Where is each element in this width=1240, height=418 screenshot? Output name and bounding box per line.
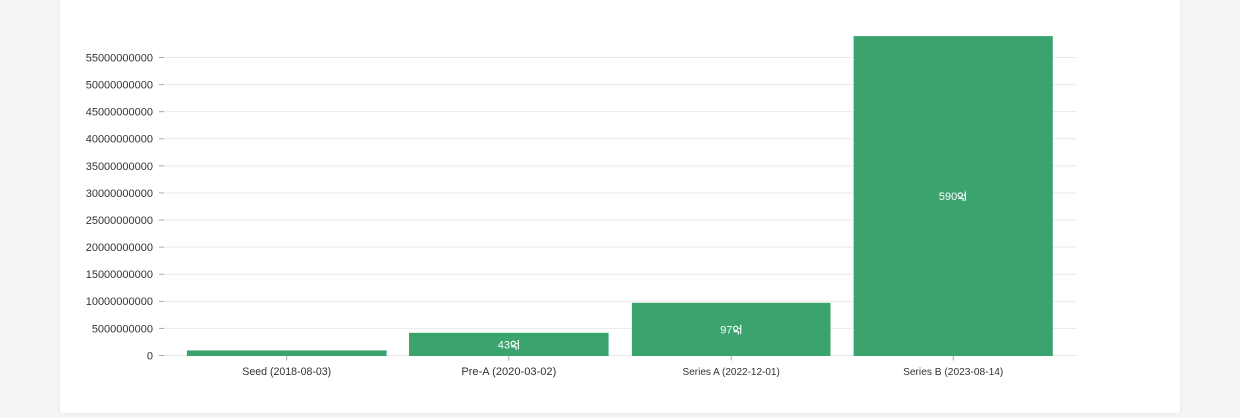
svg-text:40000000000: 40000000000: [86, 134, 153, 146]
svg-text:50000000000: 50000000000: [86, 80, 153, 92]
svg-text:20000000000: 20000000000: [86, 242, 153, 254]
svg-text:15000000000: 15000000000: [86, 269, 153, 281]
svg-text:30000000000: 30000000000: [86, 188, 153, 200]
svg-text:Series B (2023-08-14): Series B (2023-08-14): [903, 367, 1003, 378]
svg-text:43: 43: [498, 339, 510, 351]
svg-text:45000000000: 45000000000: [86, 107, 153, 119]
svg-text:35000000000: 35000000000: [86, 161, 153, 173]
svg-text:25000000000: 25000000000: [86, 215, 153, 227]
svg-text:55000000000: 55000000000: [86, 52, 153, 64]
svg-text:0: 0: [147, 350, 153, 362]
svg-text:97: 97: [720, 324, 732, 336]
svg-text:Series A (2022-12-01): Series A (2022-12-01): [683, 367, 780, 378]
svg-text:Seed (2018-08-03): Seed (2018-08-03): [242, 366, 331, 378]
svg-text:590: 590: [939, 191, 957, 203]
svg-text:Pre-A (2020-03-02): Pre-A (2020-03-02): [461, 366, 556, 378]
svg-text:10000000000: 10000000000: [86, 296, 153, 308]
svg-text:5000000000: 5000000000: [92, 323, 153, 335]
